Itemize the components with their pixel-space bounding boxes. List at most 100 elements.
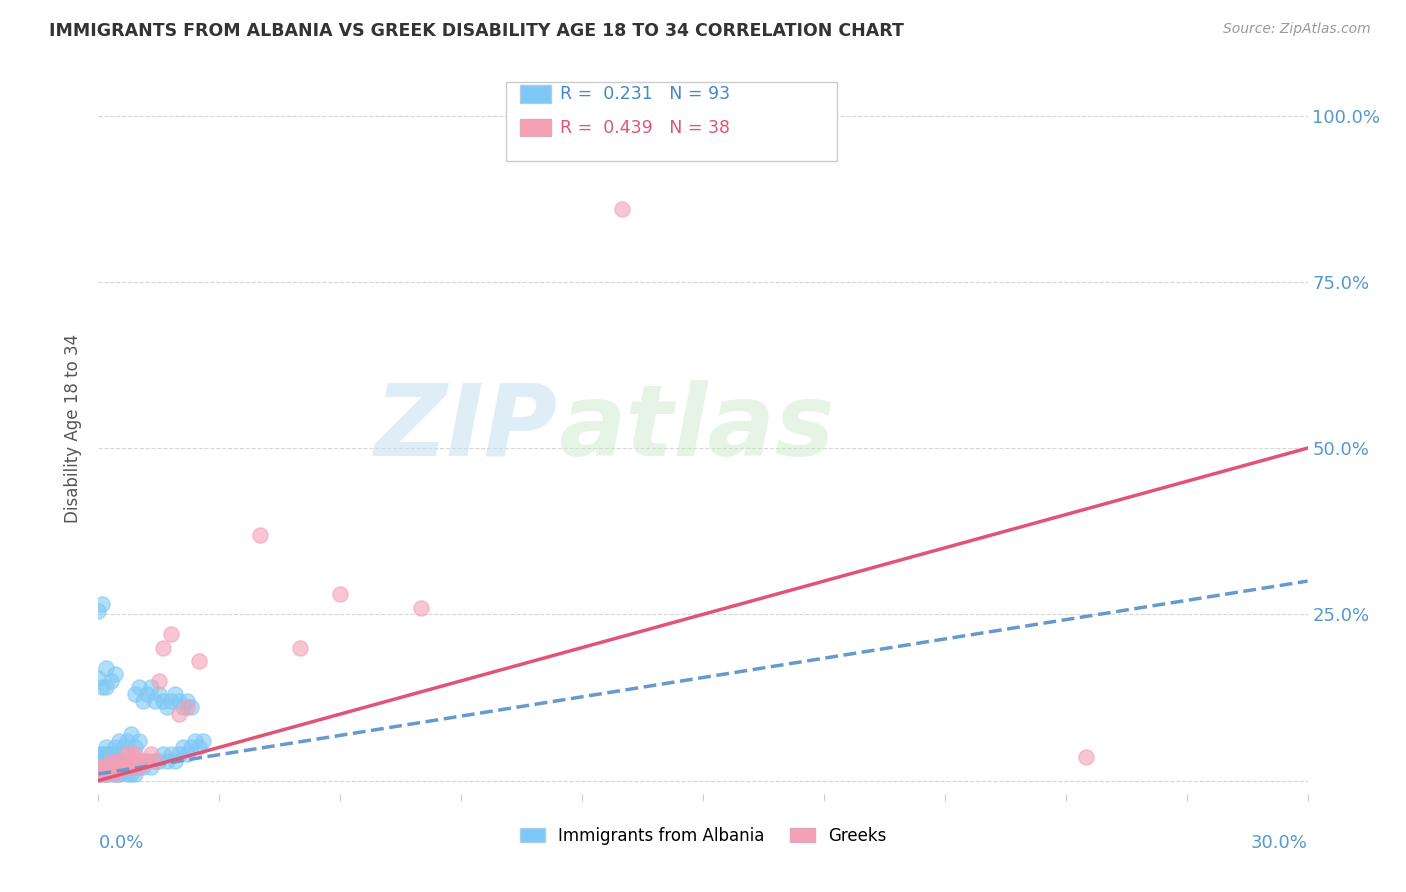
Point	[148, 673, 170, 688]
Point	[103, 760, 125, 774]
Point	[107, 754, 129, 768]
Point	[180, 740, 202, 755]
Point	[167, 707, 190, 722]
Point	[128, 760, 150, 774]
Point	[176, 694, 198, 708]
Point	[148, 687, 170, 701]
Point	[87, 754, 110, 768]
Point	[103, 754, 125, 768]
Point	[100, 673, 122, 688]
Point	[111, 740, 134, 755]
Point	[103, 767, 125, 781]
Point	[91, 767, 114, 781]
Point	[96, 760, 118, 774]
Point	[115, 760, 138, 774]
Point	[96, 747, 118, 761]
Point	[107, 733, 129, 747]
Point	[124, 687, 146, 701]
Point	[612, 202, 634, 216]
Point	[100, 747, 122, 761]
Point	[167, 694, 190, 708]
Point	[91, 760, 114, 774]
Point	[135, 687, 157, 701]
Point	[132, 754, 155, 768]
Point	[152, 747, 174, 761]
Point	[107, 767, 129, 781]
Point	[188, 654, 211, 668]
Point	[91, 747, 114, 761]
Point	[100, 767, 122, 781]
Point	[107, 754, 129, 768]
Point	[120, 727, 142, 741]
Point	[100, 760, 122, 774]
Legend: Immigrants from Albania, Greeks: Immigrants from Albania, Greeks	[513, 820, 893, 851]
Point	[87, 760, 110, 774]
Point	[115, 767, 138, 781]
Point	[103, 760, 125, 774]
Point	[87, 604, 110, 618]
Point	[96, 767, 118, 781]
Point	[96, 740, 118, 755]
Point	[188, 740, 211, 755]
Point	[91, 754, 114, 768]
Point	[107, 760, 129, 774]
Point	[128, 733, 150, 747]
Point	[107, 767, 129, 781]
Point	[128, 760, 150, 774]
Point	[96, 767, 118, 781]
Point	[160, 747, 183, 761]
Point	[103, 667, 125, 681]
Point	[96, 754, 118, 768]
Point	[100, 760, 122, 774]
Point	[115, 733, 138, 747]
Text: atlas: atlas	[558, 380, 834, 476]
Point	[143, 754, 166, 768]
Point	[184, 733, 207, 747]
Point	[115, 760, 138, 774]
Point	[91, 760, 114, 774]
Point	[124, 767, 146, 781]
Point	[96, 754, 118, 768]
Point	[96, 760, 118, 774]
Point	[87, 760, 110, 774]
Point	[111, 754, 134, 768]
Point	[124, 740, 146, 755]
Point	[124, 747, 146, 761]
Text: 0.0%: 0.0%	[98, 834, 143, 852]
Point	[152, 694, 174, 708]
Point	[167, 747, 190, 761]
Point	[156, 754, 179, 768]
Point	[172, 740, 194, 755]
Point	[100, 747, 122, 761]
Point	[111, 760, 134, 774]
Point	[107, 760, 129, 774]
Point	[193, 733, 215, 747]
Point	[91, 747, 114, 761]
Point	[103, 767, 125, 781]
Point	[100, 754, 122, 768]
Point	[111, 754, 134, 768]
Text: R =  0.439   N = 38: R = 0.439 N = 38	[560, 119, 730, 136]
Point	[111, 760, 134, 774]
Point	[96, 760, 118, 774]
Point	[103, 747, 125, 761]
Point	[288, 640, 311, 655]
Point	[172, 700, 194, 714]
Point	[115, 747, 138, 761]
Point	[96, 767, 118, 781]
Point	[91, 760, 114, 774]
Point	[107, 760, 129, 774]
Point	[91, 681, 114, 695]
Point	[128, 681, 150, 695]
Point	[91, 598, 114, 612]
Point	[143, 694, 166, 708]
Point	[91, 767, 114, 781]
Point	[87, 671, 110, 685]
Point	[100, 760, 122, 774]
Point	[120, 767, 142, 781]
Point	[160, 627, 183, 641]
Point	[124, 760, 146, 774]
Point	[1074, 750, 1097, 764]
Point	[329, 587, 352, 601]
Point	[139, 681, 162, 695]
